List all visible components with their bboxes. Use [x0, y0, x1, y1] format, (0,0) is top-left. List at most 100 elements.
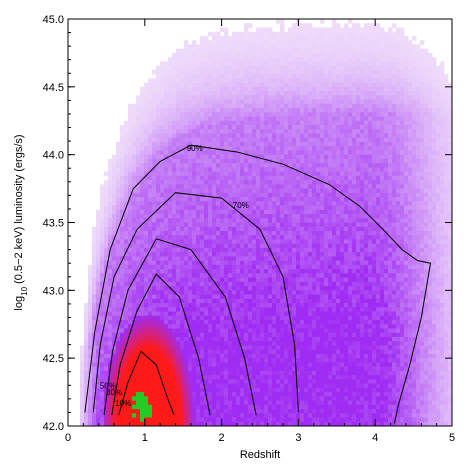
heatmap-cell	[92, 383, 97, 389]
heatmap-cell	[316, 52, 321, 58]
heatmap-cell	[256, 307, 261, 312]
heatmap-cell	[216, 86, 221, 92]
heatmap-cell	[256, 277, 261, 283]
heatmap-cell	[236, 65, 241, 71]
heatmap-cell	[100, 264, 105, 270]
heatmap-cell	[96, 315, 101, 321]
heatmap-cell	[184, 379, 189, 384]
heatmap-cell	[152, 400, 157, 406]
heatmap-cell	[204, 286, 209, 291]
heatmap-cell	[148, 383, 153, 389]
heatmap-cell	[104, 226, 109, 232]
heatmap-cell	[300, 40, 305, 45]
heatmap-cell	[244, 112, 249, 117]
heatmap-cell	[124, 163, 129, 168]
heatmap-cell	[280, 269, 285, 274]
heatmap-cell	[260, 171, 265, 177]
heatmap-cell	[180, 269, 185, 274]
heatmap-cell	[216, 269, 221, 274]
heatmap-cell	[200, 252, 205, 257]
heatmap-cell	[208, 400, 213, 406]
heatmap-cell	[268, 392, 273, 397]
heatmap-cell	[312, 82, 317, 88]
heatmap-cell	[112, 209, 117, 215]
heatmap-cell	[308, 303, 313, 308]
heatmap-cell	[136, 137, 141, 143]
heatmap-cell	[192, 44, 197, 50]
heatmap-cell	[192, 209, 197, 215]
heatmap-cell	[300, 158, 305, 164]
heatmap-cell	[176, 366, 181, 372]
heatmap-cell	[132, 150, 137, 156]
heatmap-cell	[272, 290, 277, 295]
heatmap-cell	[204, 69, 209, 75]
heatmap-cell	[228, 167, 233, 173]
heatmap-cell	[272, 349, 277, 355]
heatmap-cell	[180, 315, 185, 321]
heatmap-cell	[200, 404, 205, 410]
heatmap-cell	[172, 332, 177, 338]
heatmap-cell	[136, 226, 141, 232]
heatmap-cell	[268, 171, 273, 177]
heatmap-cell	[124, 133, 129, 139]
heatmap-cell	[132, 409, 137, 414]
heatmap-cell	[240, 281, 245, 287]
heatmap-cell	[160, 358, 165, 363]
heatmap-cell	[148, 209, 153, 215]
heatmap-cell	[204, 370, 209, 376]
heatmap-cell	[152, 269, 157, 274]
heatmap-cell	[284, 349, 289, 355]
heatmap-cell	[100, 392, 105, 397]
heatmap-cell	[208, 328, 213, 334]
heatmap-cell	[192, 120, 197, 126]
heatmap-cell	[164, 387, 169, 393]
heatmap-cell	[176, 269, 181, 274]
heatmap-cell	[272, 95, 277, 100]
heatmap-cell	[256, 124, 261, 130]
heatmap-cell	[256, 269, 261, 274]
heatmap-cell	[152, 328, 157, 334]
heatmap-cell	[200, 290, 205, 295]
heatmap-cell	[188, 137, 193, 143]
heatmap-cell	[80, 409, 85, 414]
heatmap-cell	[176, 82, 181, 88]
heatmap-cell	[172, 163, 177, 168]
heatmap-cell	[272, 133, 277, 139]
heatmap-cell	[256, 252, 261, 257]
heatmap-cell	[184, 286, 189, 291]
heatmap-cell	[220, 65, 225, 71]
heatmap-cell	[316, 336, 321, 342]
heatmap-cell	[192, 82, 197, 88]
heatmap-cell	[196, 175, 201, 181]
heatmap-cell	[136, 387, 141, 393]
heatmap-cell	[196, 328, 201, 334]
heatmap-cell	[228, 180, 233, 185]
heatmap-cell	[164, 197, 169, 202]
heatmap-cell	[284, 167, 289, 173]
heatmap-cell	[236, 95, 241, 100]
heatmap-cell	[236, 82, 241, 88]
heatmap-cell	[280, 315, 285, 321]
heatmap-cell	[188, 112, 193, 117]
heatmap-cell	[300, 358, 305, 363]
heatmap-cell	[112, 409, 117, 414]
heatmap-cell	[236, 400, 241, 406]
heatmap-cell	[216, 252, 221, 257]
heatmap-cell	[268, 74, 273, 79]
heatmap-cell	[200, 99, 205, 105]
heatmap-cell	[224, 239, 229, 245]
heatmap-cell	[156, 264, 161, 270]
heatmap-cell	[292, 336, 297, 342]
heatmap-cell	[296, 146, 301, 151]
heatmap-cell	[196, 281, 201, 287]
heatmap-cell	[176, 370, 181, 376]
heatmap-cell	[176, 281, 181, 287]
heatmap-cell	[248, 252, 253, 257]
heatmap-cell	[236, 108, 241, 113]
heatmap-cell	[152, 413, 157, 418]
heatmap-cell	[108, 370, 113, 376]
heatmap-cell	[292, 409, 297, 414]
heatmap-cell	[176, 345, 181, 351]
heatmap-cell	[156, 324, 161, 329]
heatmap-cell	[232, 349, 237, 355]
